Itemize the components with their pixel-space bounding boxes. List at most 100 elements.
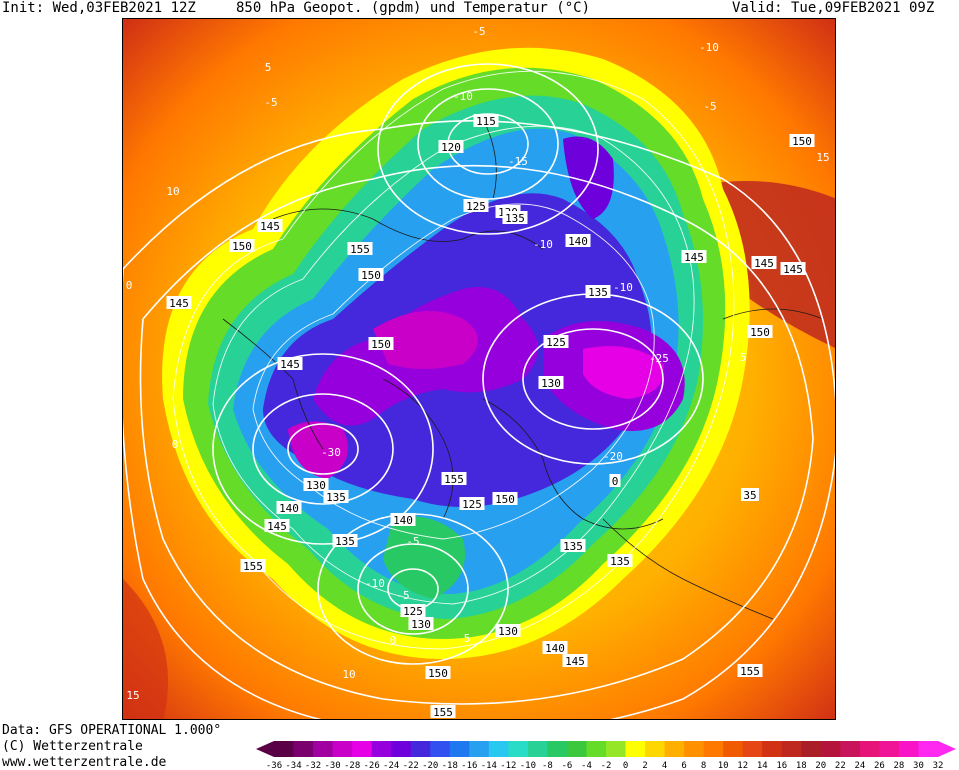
geopotential-label-box (166, 296, 192, 309)
geopotential-label-box (495, 624, 521, 637)
geopotential-label-box (543, 335, 569, 348)
legend-swatch (664, 741, 685, 757)
geopotential-label: 145 (754, 257, 774, 270)
geopotential-label-box (473, 114, 499, 127)
legend-swatch (410, 741, 431, 757)
geopotential-label-box (438, 140, 464, 153)
low-center-south (383, 516, 465, 599)
cold-core-southwest (288, 421, 348, 479)
geopotential-label: 135 (326, 491, 346, 504)
geopotential-label: 135 (335, 535, 355, 548)
legend-swatch (820, 741, 841, 757)
geopotential-label: 135 (610, 555, 630, 568)
legend-swatch (918, 741, 939, 757)
geopotential-isolines (123, 63, 835, 719)
temperature-label: -15 (508, 155, 528, 168)
legend-tick-label: -6 (562, 761, 573, 770)
geopotential-label-box (441, 472, 467, 485)
geopotential-label: 155 (243, 560, 263, 573)
geopotential-label-box (257, 219, 283, 232)
geopotential-label: 130 (306, 479, 326, 492)
legend-tick-label: 0 (623, 761, 628, 770)
legend-tick-label: 12 (737, 761, 748, 770)
cold-pocket-north (563, 136, 614, 219)
warm-region-southwest (123, 579, 168, 719)
coldest-core-east (583, 346, 664, 399)
temperature-label: 5 (740, 351, 747, 364)
geopotential-label: 130 (498, 625, 518, 638)
valid-time: Valid: Tue,09FEB2021 09Z (732, 0, 935, 16)
geopotential-label-box (264, 519, 290, 532)
geopotential-label: 145 (783, 263, 803, 276)
geopotential-label-box (681, 250, 707, 263)
geopotential-label-box (400, 604, 426, 617)
weather-map[interactable]: 1151201251301351401451501551501451501451… (122, 18, 836, 720)
geopotential-label-box (459, 497, 485, 510)
legend-swatch (430, 741, 451, 757)
legend-tick-label: 14 (757, 761, 768, 770)
temperature-label: -10 (699, 41, 719, 54)
legend-swatch (625, 741, 646, 757)
temperature-label: -10 (613, 281, 633, 294)
legend-tick-label: 2 (642, 761, 647, 770)
legend-tick-label: -4 (581, 761, 592, 770)
geopotential-label: 120 (441, 141, 461, 154)
geopotential-label-box (747, 325, 773, 338)
temperature-label: -5 (703, 100, 716, 113)
geopotential-label-box (277, 357, 303, 370)
geopotential-label: 145 (684, 251, 704, 264)
legend-swatch (723, 741, 744, 757)
legend-tick-label: -26 (364, 761, 380, 770)
geopotential-label-box (560, 539, 586, 552)
geopotential-label-box (502, 211, 528, 224)
legend-tick-label: 24 (854, 761, 865, 770)
legend-tick-label: 30 (913, 761, 924, 770)
temperature-label: -10 (533, 238, 553, 251)
legend-swatch (645, 741, 666, 757)
geopotential-label: 150 (371, 338, 391, 351)
legend-swatch (332, 741, 353, 757)
copyright: (C) Wetterzentrale (2, 739, 143, 754)
geopotential-label: 145 (267, 520, 287, 533)
geopotential-label: 135 (563, 540, 583, 553)
legend-swatch (274, 741, 295, 757)
geopotential-label: 125 (403, 605, 423, 618)
geopotential-label: 150 (750, 326, 770, 339)
geopotential-label: 150 (428, 667, 448, 680)
geopotential-label: 150 (361, 269, 381, 282)
geopotential-label: 135 (505, 212, 525, 225)
legend-tick-label: -34 (285, 761, 301, 770)
temperature-label: 0 (390, 634, 397, 647)
map-title: 850 hPa Geopot. (gpdm) und Temperatur (°… (236, 0, 591, 16)
legend-swatch (840, 741, 861, 757)
legend-swatch (762, 741, 783, 757)
temperature-label: -5 (396, 589, 409, 602)
geopotential-label-box (562, 654, 588, 667)
init-time: Init: Wed,03FEB2021 12Z (2, 0, 196, 16)
legend-tick-label: -14 (481, 761, 497, 770)
legend-tick-label: 28 (894, 761, 905, 770)
temperature-label: -20 (603, 450, 623, 463)
website-link[interactable]: www.wetterzentrale.de (2, 755, 167, 770)
geopotential-label-box (609, 474, 621, 487)
legend-swatch (781, 741, 802, 757)
legend-tick-label: -24 (383, 761, 399, 770)
geopotential-label-box (390, 513, 416, 526)
geopotential-label-box (229, 239, 255, 252)
geopotential-label-box (276, 501, 302, 514)
temperature-label: -5 (472, 25, 485, 38)
geopotential-label-box (358, 268, 384, 281)
legend-swatch (449, 741, 470, 757)
geopotential-label: 35 (743, 489, 756, 502)
geopotential-label: 150 (495, 493, 515, 506)
temperature-label: -10 (453, 90, 473, 103)
legend-swatch (313, 741, 334, 757)
legend-swatch (742, 741, 763, 757)
geopotential-label-box (430, 705, 456, 718)
legend-tick-label: -20 (422, 761, 438, 770)
legend-swatch (898, 741, 919, 757)
legend-swatch (352, 741, 373, 757)
geopotential-label-box (347, 242, 373, 255)
data-source: Data: GFS OPERATIONAL 1.000° (2, 723, 222, 738)
geopotential-label-box (780, 262, 806, 275)
